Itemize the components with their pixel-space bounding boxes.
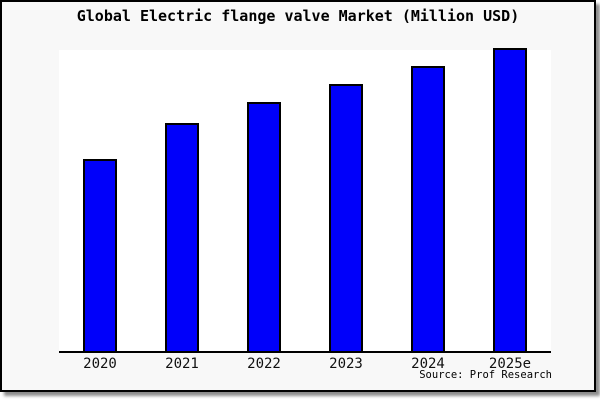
bar-2020 [83, 159, 117, 351]
x-tick-label-2022: 2022 [247, 356, 281, 372]
source-credit: Source: Prof Research [419, 369, 552, 381]
bar-slot [387, 50, 469, 351]
bar-2023 [329, 84, 363, 351]
bar-2025e [493, 48, 527, 351]
bar-slot [305, 50, 387, 351]
bar-slot [223, 50, 305, 351]
x-tick-label-2020: 2020 [83, 356, 117, 372]
bar-2021 [165, 123, 199, 351]
x-tick-label-2021: 2021 [165, 356, 199, 372]
chart-window: Global Electric flange valve Market (Mil… [0, 0, 596, 392]
bar-2022 [247, 102, 281, 351]
x-axis-labels: 2020 2021 2022 2023 2024 2025e [59, 356, 551, 372]
bars-row [59, 48, 551, 351]
plot-area [59, 48, 551, 353]
chart-title: Global Electric flange valve Market (Mil… [76, 7, 520, 25]
x-tick-label-2025e: 2025e [488, 356, 532, 372]
bar-slot [469, 48, 551, 351]
bar-slot [141, 50, 223, 351]
bar-slot [59, 50, 141, 351]
x-tick-label-2023: 2023 [329, 356, 363, 372]
x-tick-label-2024: 2024 [411, 356, 445, 372]
bar-2024 [411, 66, 445, 351]
